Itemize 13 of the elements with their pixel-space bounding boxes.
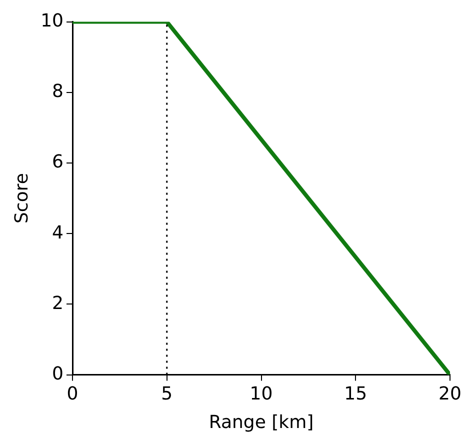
y-tick-label: 2 xyxy=(52,292,64,314)
x-tick-label: 5 xyxy=(161,383,173,404)
x-tick-label: 10 xyxy=(250,383,273,404)
x-axis-title: Range [km] xyxy=(208,412,314,433)
x-tick-label: 20 xyxy=(438,383,462,404)
y-tick-label: 10 xyxy=(40,10,64,32)
y-tick-label: 6 xyxy=(52,152,64,173)
y-axis-title: Score xyxy=(11,173,32,224)
y-tick-label: 0 xyxy=(52,363,64,384)
y-tick-label: 4 xyxy=(52,222,64,244)
y-tick-label: 8 xyxy=(52,81,64,102)
x-tick-label: 15 xyxy=(344,383,368,404)
x-tick-label: 0 xyxy=(66,383,78,404)
